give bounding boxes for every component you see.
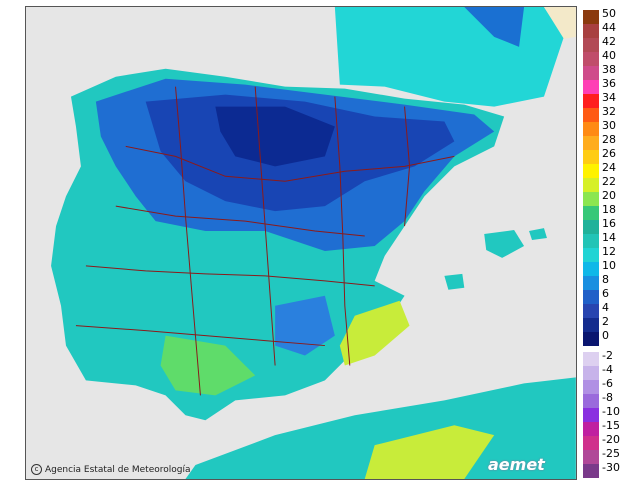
legend-label: 32 (602, 105, 616, 118)
legend-swatch (583, 394, 599, 408)
legend-label: 40 (602, 49, 616, 62)
pyrenees-north-area (464, 7, 525, 47)
coldest-area (215, 106, 335, 167)
legend-swatch (583, 164, 599, 178)
legend-label: 4 (602, 301, 609, 314)
legend-label: 6 (602, 287, 609, 300)
aemet-logo: aemet (488, 455, 545, 474)
legend-label: -30 (602, 461, 620, 474)
legend-swatch (583, 10, 599, 24)
legend-label: 36 (602, 77, 616, 90)
legend-label: 30 (602, 119, 616, 132)
legend-label: 28 (602, 133, 616, 146)
legend-swatch (583, 422, 599, 436)
legend-label: 34 (602, 91, 616, 104)
legend-label: 18 (602, 203, 616, 216)
legend-label: 26 (602, 147, 616, 160)
legend-swatch (583, 290, 599, 304)
legend-label: 12 (602, 245, 616, 258)
legend-swatch (583, 234, 599, 248)
legend-label: -15 (602, 419, 620, 432)
temperature-map (25, 6, 577, 480)
legend-label: 8 (602, 273, 609, 286)
southeast-mountains-area (275, 295, 335, 356)
ibiza-island (444, 273, 465, 290)
legend-label: -25 (602, 447, 620, 460)
legend-label: 20 (602, 189, 616, 202)
legend-label: -8 (602, 391, 613, 404)
legend-swatch (583, 304, 599, 318)
menorca-island (529, 228, 547, 241)
legend-label: -2 (602, 349, 613, 362)
temperature-legend: 50 44 42 40 38 36 34 32 30 28 26 24 22 20 18 16 14 12 10 8 6… (583, 7, 629, 485)
legend-label: 38 (602, 63, 616, 76)
legend-label: 2 (602, 315, 609, 328)
legend-label: 50 (602, 7, 616, 20)
legend-swatch (583, 122, 599, 136)
legend-swatch (583, 94, 599, 108)
legend-swatch (583, 248, 599, 262)
legend-swatch (583, 24, 599, 38)
legend-swatch (583, 436, 599, 450)
legend-label: -4 (602, 363, 613, 376)
legend-swatch (583, 38, 599, 52)
legend-swatch (583, 52, 599, 66)
legend-swatch (583, 80, 599, 94)
credit-text: Agencia Estatal de Meteorología (45, 464, 191, 475)
legend-swatch (583, 408, 599, 422)
legend-label: -10 (602, 405, 620, 418)
mallorca-island (484, 230, 525, 258)
land-patch (543, 7, 576, 39)
legend-label: 16 (602, 217, 616, 230)
legend-label: -20 (602, 433, 620, 446)
map-canvas (26, 7, 576, 479)
legend-swatch (583, 276, 599, 290)
africa-warm-area (364, 425, 495, 479)
legend-swatch (583, 150, 599, 164)
legend-label: -6 (602, 377, 613, 390)
legend-swatch (583, 366, 599, 380)
legend-label: 42 (602, 35, 616, 48)
legend-swatch (583, 178, 599, 192)
legend-swatch (583, 108, 599, 122)
legend-swatch (583, 380, 599, 394)
legend-swatch (583, 464, 599, 478)
legend-swatch (583, 332, 599, 346)
legend-swatch (583, 352, 599, 366)
legend-label: 14 (602, 231, 616, 244)
legend-swatch (583, 318, 599, 332)
credit-line: c Agencia Estatal de Meteorología (31, 464, 191, 475)
legend-label: 24 (602, 161, 616, 174)
legend-label: 22 (602, 175, 616, 188)
legend-swatch (583, 66, 599, 80)
legend-swatch (583, 220, 599, 234)
copyright-icon: c (31, 464, 42, 475)
province-borders (75, 86, 455, 396)
legend-swatch (583, 136, 599, 150)
southeast-coast-area (339, 300, 410, 366)
legend-label: 44 (602, 21, 616, 34)
legend-swatch (583, 192, 599, 206)
legend-swatch (583, 262, 599, 276)
legend-swatch (583, 450, 599, 464)
legend-swatch (583, 206, 599, 220)
legend-label: 10 (602, 259, 616, 272)
guadalquivir-area (160, 335, 256, 396)
legend-label: 0 (602, 329, 609, 342)
